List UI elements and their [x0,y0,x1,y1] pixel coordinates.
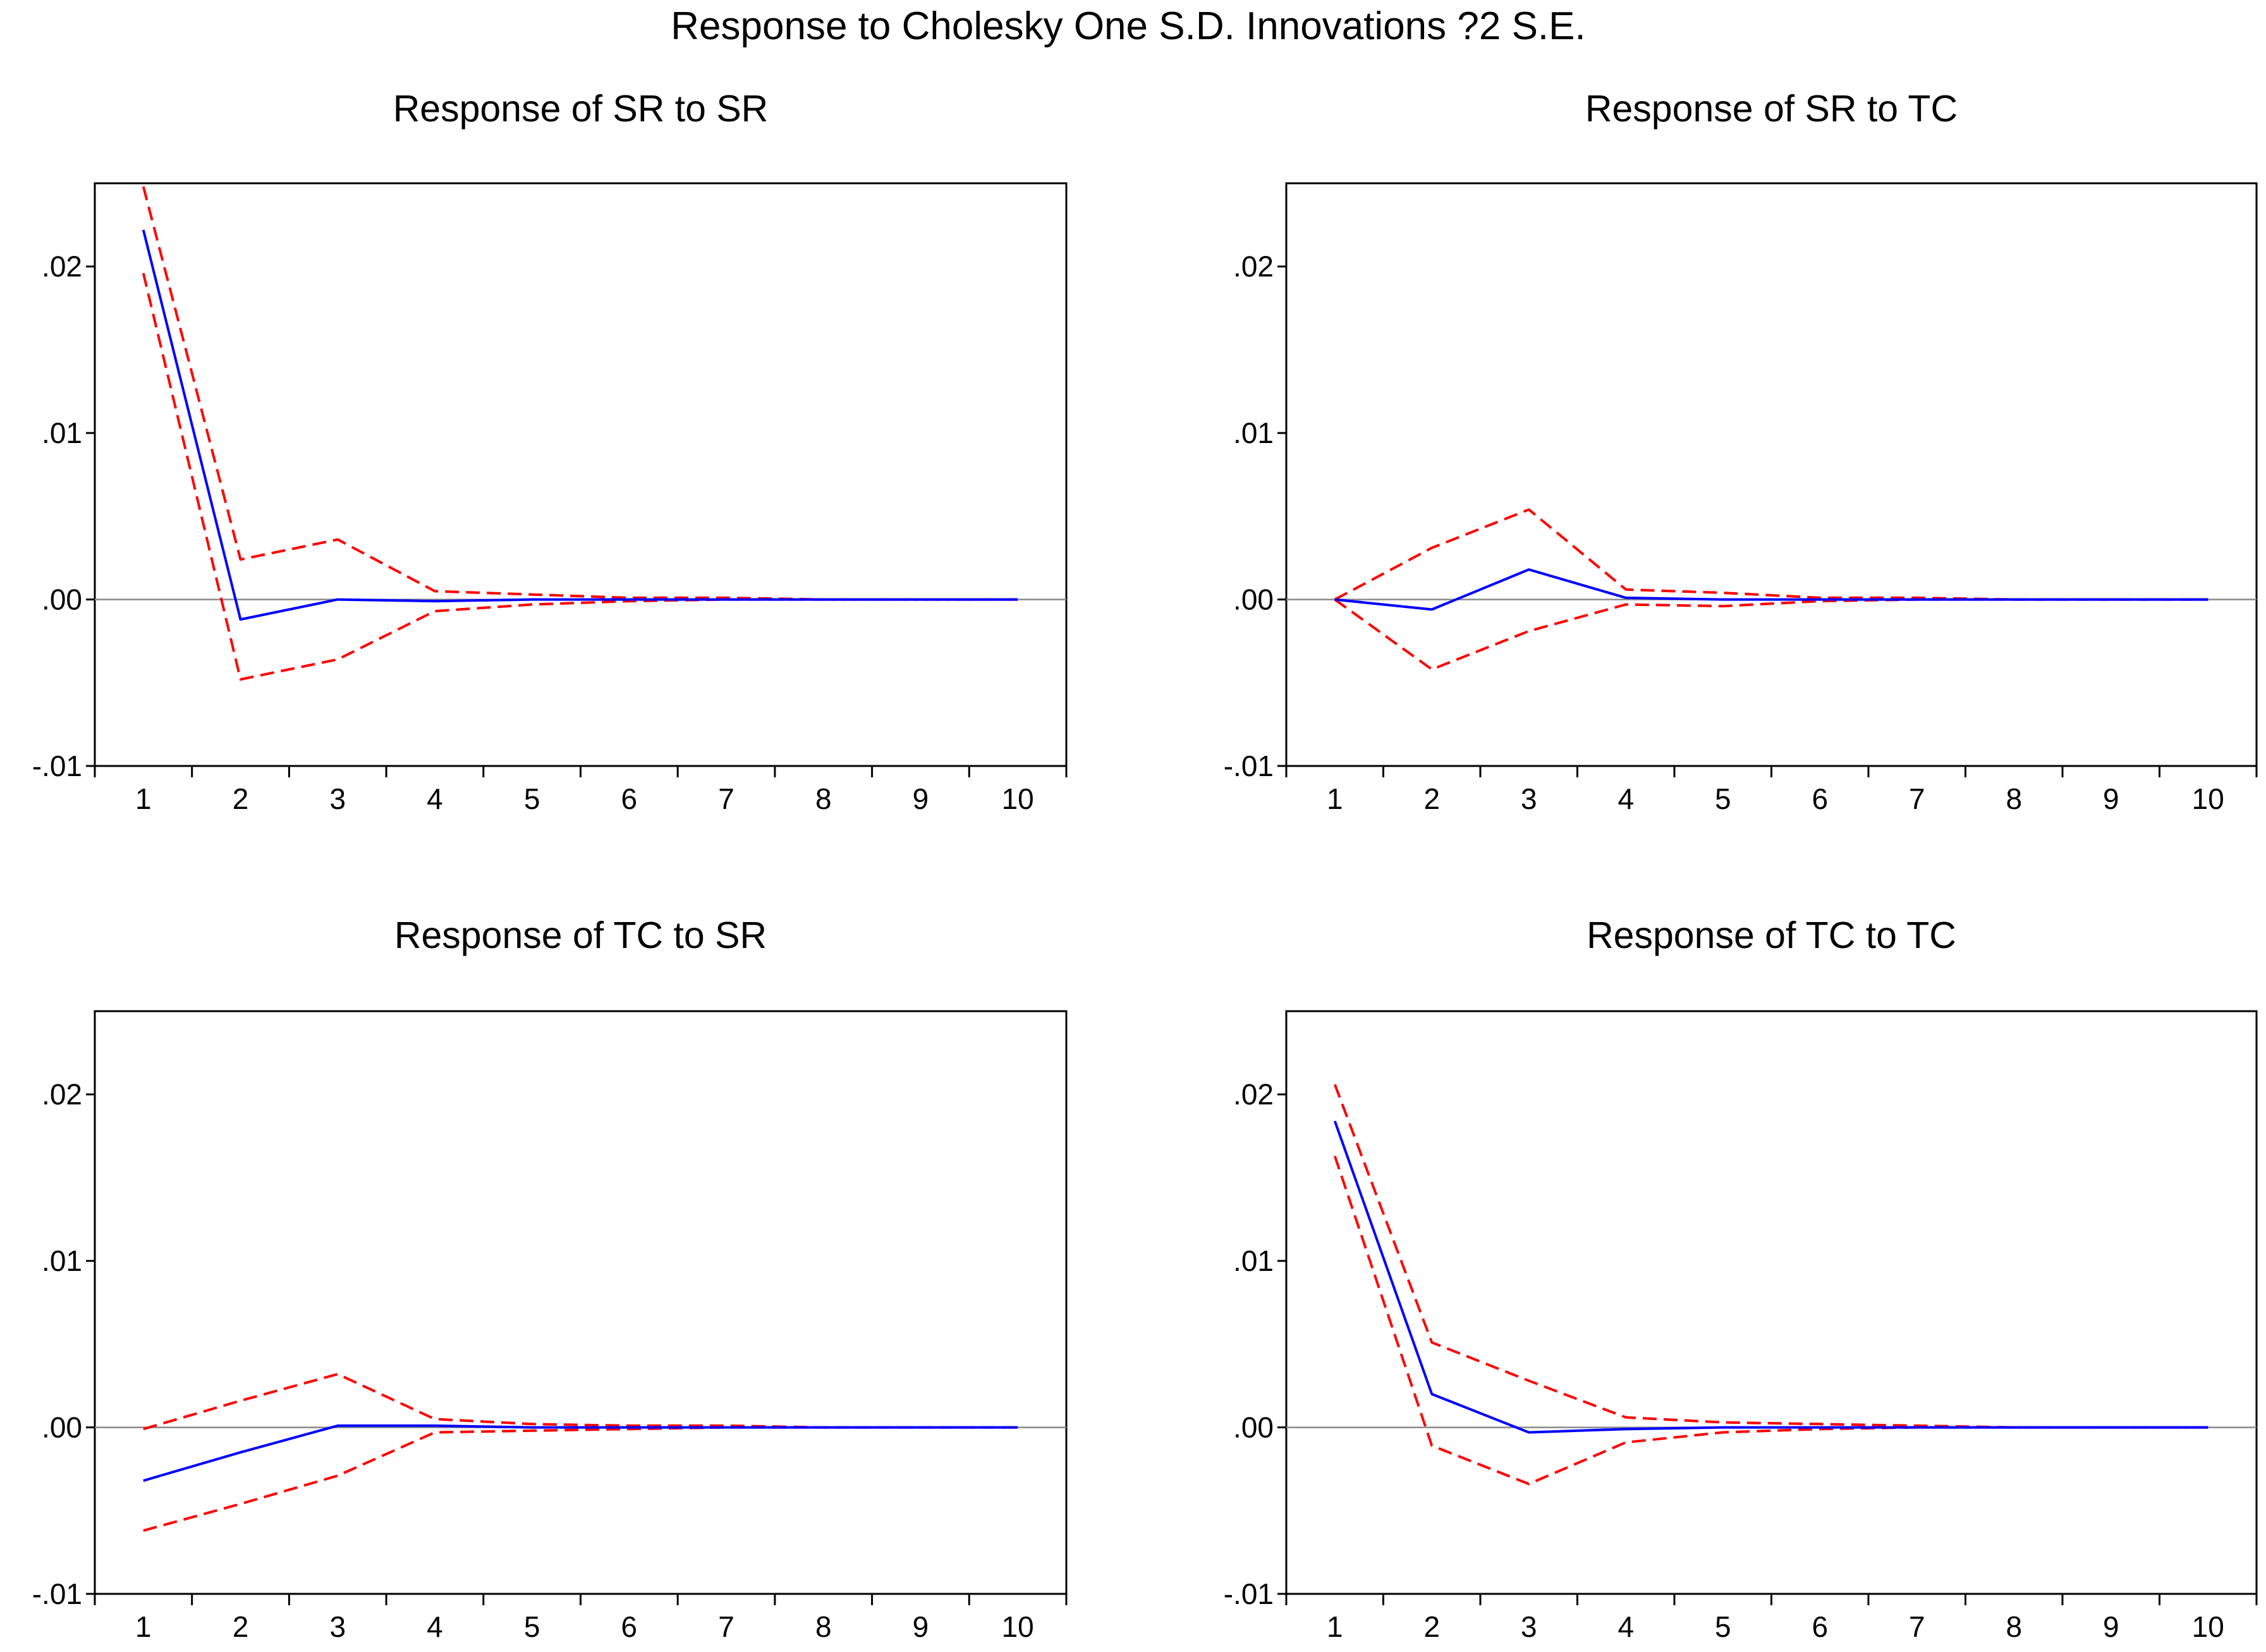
response-line [143,1424,1018,1482]
y-tick-label: .01 [1233,416,1274,449]
x-tick-label: 8 [2006,782,2022,815]
x-tick-label: 10 [1002,782,1034,815]
panel-title: Response of SR to SR [393,88,769,130]
figure-title: Response to Cholesky One S.D. Innovation… [671,4,1585,48]
x-tick-label: 10 [2192,782,2224,815]
chart-panel-4: Response of TC to TC .02 .01 .00 -.01 1 2 3 4 5 6 7… [1224,914,2258,1643]
x-tick-label: 4 [1617,782,1634,815]
x-tick-label: 5 [524,1610,540,1643]
x-tick-label: 2 [233,782,249,815]
y-tick-label: .01 [42,416,82,449]
y-tick-label: -.01 [32,750,82,782]
x-tick-label: 9 [2103,1610,2119,1643]
y-tick-label: .02 [1233,1078,1274,1111]
x-tick-label: 9 [2103,782,2119,815]
x-tick-label: 6 [621,1610,638,1643]
response-line [1334,568,2208,611]
x-tick-label: 4 [1617,1610,1634,1643]
panel-title: Response of TC to SR [394,914,767,956]
x-tick-label: 5 [1715,1610,1731,1643]
upper-band-line [1333,1084,2208,1429]
y-tick-label: .02 [1233,250,1274,283]
chart-panel-1: Response of SR to SR .02 .01 .00 -.01 1 2 3 4 5 6 7… [32,88,1068,815]
y-tick-label: .00 [42,1411,82,1444]
x-tick-label: 3 [1521,782,1537,815]
x-tick-label: 3 [329,1610,346,1643]
panels-group: Response of SR to SR .02 .01 .00 -.01 1 2 3 4 5 6 7… [32,88,2258,1643]
x-tick-label: 2 [1423,782,1440,815]
x-tick-label: 2 [233,1610,249,1643]
x-tick-label: 1 [1327,782,1343,815]
lower-band-line [1333,1155,2208,1486]
response-line [142,229,1018,621]
y-tick-label: .01 [42,1244,82,1277]
x-tick-label: 8 [815,782,832,815]
x-tick-label: 3 [329,782,346,815]
x-tick-label: 7 [1909,782,1925,815]
y-tick-label: .00 [42,583,82,616]
y-tick-label: .02 [42,1078,82,1111]
upper-band-line [1334,508,2208,601]
x-tick-label: 5 [1715,782,1731,815]
response-line [1333,1121,2208,1434]
lower-band-line [142,272,1018,681]
x-tick-label: 1 [135,1610,152,1643]
upper-band-line [142,186,1018,601]
x-tick-label: 9 [913,1610,929,1643]
x-tick-label: 5 [524,782,540,815]
panel-title: Response of SR to TC [1585,88,1958,130]
y-tick-label: -.01 [32,1577,82,1610]
y-tick-label: .00 [1233,583,1274,616]
x-tick-label: 3 [1521,1610,1537,1643]
y-tick-label: .02 [42,250,82,283]
lower-band-line [143,1426,1018,1532]
plot-frame [1285,182,2258,767]
chart-panel-2: Response of SR to TC .02 .01 .00 -.01 1 2 3 4 5 6 7… [1224,88,2258,815]
x-tick-label: 6 [1812,1610,1828,1643]
x-tick-label: 4 [427,1610,443,1643]
x-tick-label: 2 [1423,1610,1440,1643]
y-tick-label: .00 [1233,1411,1274,1444]
lower-band-line [1334,598,2208,671]
x-tick-label: 4 [427,782,443,815]
y-tick-label: -.01 [1224,750,1274,782]
x-tick-label: 10 [2192,1610,2224,1643]
x-tick-label: 1 [1327,1610,1343,1643]
x-tick-label: 10 [1002,1610,1034,1643]
x-tick-label: 9 [913,782,929,815]
y-tick-label: -.01 [1224,1577,1274,1610]
plot-frame [94,1010,1068,1595]
x-tick-label: 8 [2006,1610,2022,1643]
panel-title: Response of TC to TC [1587,914,1956,956]
x-tick-label: 6 [621,782,638,815]
x-tick-label: 7 [1909,1610,1925,1643]
x-tick-label: 7 [718,1610,734,1643]
x-tick-label: 8 [815,1610,832,1643]
chart-panel-3: Response of TC to SR .02 .01 .00 -.01 1 2 3 4 5 6 7… [32,914,1068,1643]
plot-frame [1285,1010,2258,1595]
y-tick-label: .01 [1233,1244,1274,1277]
upper-band-line [143,1373,1018,1431]
x-tick-label: 7 [718,782,734,815]
x-tick-label: 1 [135,782,152,815]
x-tick-label: 6 [1812,782,1828,815]
